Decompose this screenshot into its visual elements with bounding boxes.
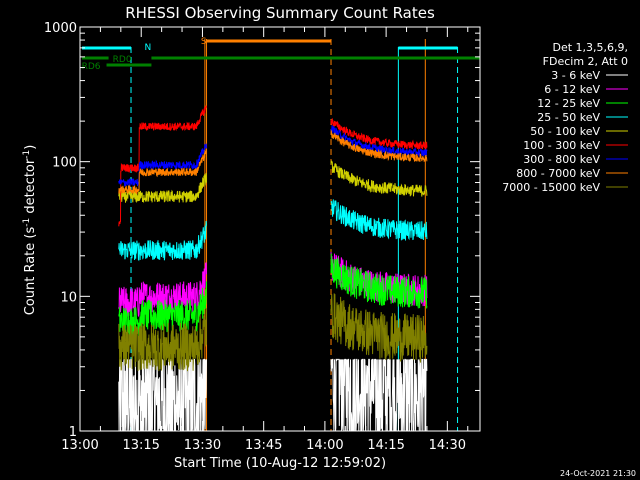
x-axis-label: Start Time (10-Aug-12 12:59:02) <box>174 456 386 471</box>
x-tick-label: 14:30 <box>429 438 466 453</box>
legend-header: Det 1,3,5,6,9, <box>552 41 628 54</box>
y-axis-label-sup1: -1 <box>22 218 32 227</box>
legend-entry-label: 3 - 6 keV <box>551 69 600 82</box>
y-axis-label-sup2: -1 <box>22 150 32 159</box>
legend-entry-label: 300 - 800 keV <box>523 153 600 166</box>
chart-title: RHESSI Observing Summary Count Rates <box>125 4 435 22</box>
y-tick-label: 10 <box>60 290 77 305</box>
legend-entry-label: 800 - 7000 keV <box>516 167 600 180</box>
series-line-7 <box>118 130 428 195</box>
annotation-label-rd6: RD6 <box>82 62 101 72</box>
x-tick-label: 13:45 <box>245 438 282 453</box>
annotation-label-rd0: RD0 <box>113 55 132 65</box>
annotation-label-n: N <box>144 43 151 53</box>
legend: Det 1,3,5,6,9,FDecim 2, Att 03 - 6 keV6 … <box>502 41 628 194</box>
legend-entry-label: 100 - 300 keV <box>523 139 600 152</box>
series-line-3 <box>118 199 428 262</box>
legend-entry-label: 12 - 25 keV <box>537 97 600 110</box>
series-line-5 <box>118 105 428 227</box>
y-axis-label-part1: Count Rate (s <box>23 227 38 316</box>
legend-entry-label: 50 - 100 keV <box>530 125 600 138</box>
x-tick-label: 14:00 <box>306 438 343 453</box>
plot-frame <box>79 26 481 432</box>
legend-entry-label: 6 - 12 keV <box>544 83 600 96</box>
y-tick-label: 100 <box>52 156 77 171</box>
y-tick-label: 1 <box>69 425 77 440</box>
plot-area: N S RD0 RD6 1 10 100 1000 13:00 13:15 13:30 13:45 14… <box>44 21 481 453</box>
series-line-8 <box>118 293 428 372</box>
legend-header: FDecim 2, Att 0 <box>543 55 628 68</box>
y-axis-label: Count Rate (s-1 detector-1) <box>22 145 38 316</box>
x-tick-label: 14:15 <box>367 438 404 453</box>
x-tick-label: 13:15 <box>122 438 159 453</box>
annotation-label-s: S <box>201 37 207 47</box>
legend-entry-label: 7000 - 15000 keV <box>502 181 600 194</box>
y-axis-label-part2: detector <box>23 158 38 218</box>
legend-entry-label: 25 - 50 keV <box>537 111 600 124</box>
x-tick-label: 13:30 <box>184 438 221 453</box>
footer-timestamp: 24-Oct-2021 21:30 <box>560 469 636 478</box>
y-axis-label-part3: ) <box>23 145 38 150</box>
y-tick-label: 1000 <box>44 21 77 36</box>
plot-body <box>80 39 480 431</box>
series-line-0 <box>118 358 428 431</box>
series-line-2 <box>118 253 428 339</box>
x-tick-label: 13:00 <box>61 438 98 453</box>
